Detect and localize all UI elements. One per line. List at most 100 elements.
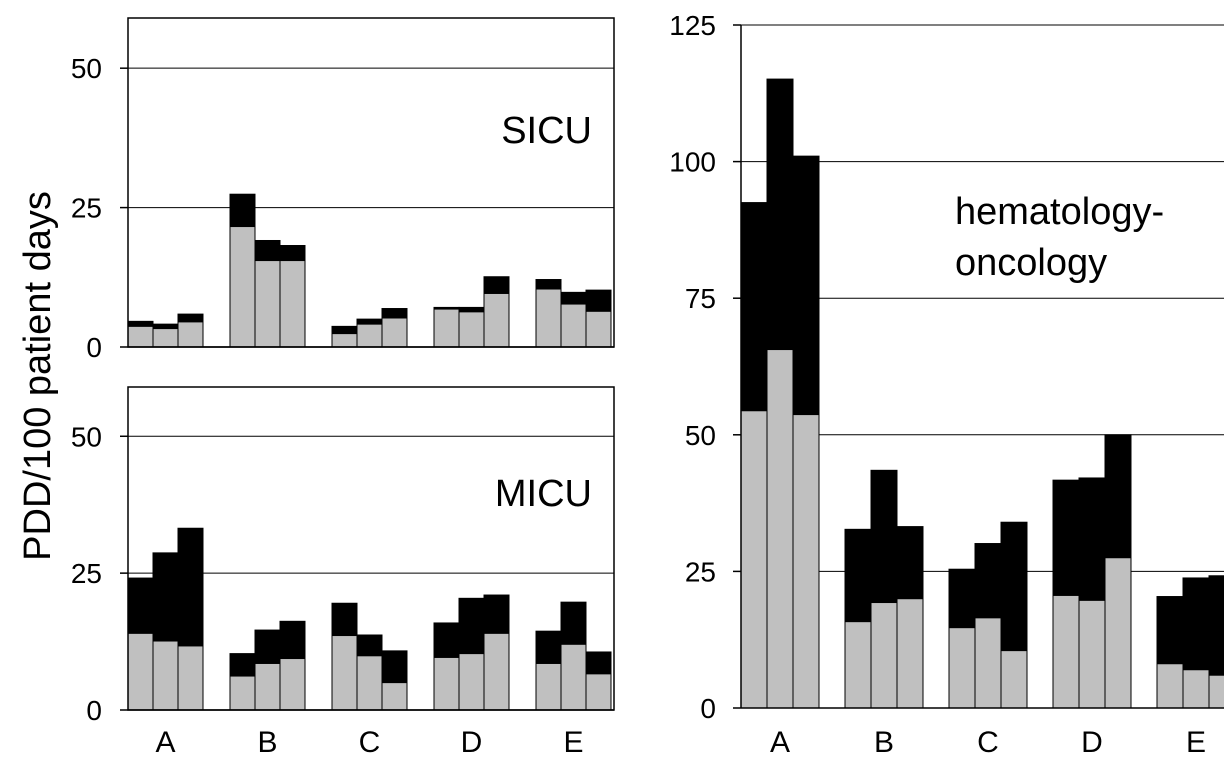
bar-upper-segment (381, 650, 408, 684)
x-category-label: B (257, 726, 277, 759)
panel-label-micu: MICU (495, 473, 592, 515)
bar-upper-segment (127, 320, 154, 327)
bar-lower-segment (1156, 663, 1184, 709)
y-tick-label: 25 (685, 556, 716, 587)
bar-upper-segment (560, 291, 587, 305)
bar-lower-segment (127, 632, 154, 711)
panel-label-hemonc-line1: hematology- (955, 191, 1164, 233)
x-category-label: C (359, 726, 381, 759)
bar-lower-segment (177, 645, 204, 711)
bar-lower-segment (458, 311, 485, 348)
bar-lower-segment (229, 226, 256, 348)
bar-upper-segment (1104, 434, 1132, 559)
bar-upper-segment (433, 622, 460, 658)
bar-upper-segment (458, 306, 485, 313)
bar-upper-segment (254, 239, 281, 262)
bar-lower-segment (974, 617, 1002, 709)
bar-upper-segment (331, 602, 358, 637)
bar-upper-segment (177, 527, 204, 647)
bar-upper-segment (331, 325, 358, 335)
bar-upper-segment (560, 601, 587, 645)
bar-lower-segment (433, 656, 460, 711)
bar-lower-segment (127, 325, 154, 348)
bar-lower-segment (740, 410, 768, 709)
bar-upper-segment (740, 202, 768, 412)
bar-lower-segment (585, 310, 612, 348)
x-category-label: A (770, 726, 790, 759)
bar-upper-segment (356, 318, 383, 325)
bar-lower-segment (331, 635, 358, 711)
bar-lower-segment (1052, 594, 1080, 709)
panel-label-sicu: SICU (501, 110, 592, 152)
bar-upper-segment (766, 78, 794, 351)
bar-upper-segment (1208, 575, 1224, 676)
x-category-label: B (874, 726, 894, 759)
bar-lower-segment (381, 682, 408, 711)
y-tick-label: 25 (71, 193, 102, 224)
panel-hematology-oncology: 0 25 50 75 100 125 A B C D E (669, 10, 1224, 759)
bar-lower-segment (1208, 674, 1224, 709)
y-tick-label: 0 (86, 332, 102, 363)
bar-upper-segment (792, 155, 820, 416)
x-category-label: D (1081, 726, 1103, 759)
bar-upper-segment (483, 594, 510, 634)
bar-lower-segment (1182, 669, 1210, 709)
bar-upper-segment (948, 568, 976, 629)
bar-lower-segment (356, 655, 383, 711)
bar-lower-segment (792, 414, 820, 709)
bar-lower-segment (844, 621, 872, 709)
y-tick-label: 0 (700, 693, 716, 724)
bar-upper-segment (254, 629, 281, 664)
bar-lower-segment (331, 333, 358, 348)
bar-lower-segment (535, 662, 562, 711)
bar-lower-segment (229, 675, 256, 711)
bar-lower-segment (177, 321, 204, 348)
y-axis-label: PDD/100 patient days (17, 191, 59, 561)
bar-lower-segment (483, 632, 510, 711)
bar-upper-segment (535, 630, 562, 664)
x-category-label: E (563, 726, 583, 759)
bar-lower-segment (560, 643, 587, 711)
bar-upper-segment (1182, 577, 1210, 671)
bar-upper-segment (1000, 521, 1028, 652)
bar-lower-segment (433, 308, 460, 348)
x-category-label: D (461, 726, 483, 759)
bar-lower-segment (254, 260, 281, 348)
y-tick-label: 125 (669, 10, 716, 41)
bar-lower-segment (1078, 599, 1106, 709)
bar-upper-segment (1078, 477, 1106, 601)
bar-lower-segment (483, 292, 510, 348)
y-tick-label: 75 (685, 283, 716, 314)
bar-upper-segment (177, 313, 204, 323)
y-tick-label: 0 (86, 695, 102, 726)
bar-lower-segment (356, 323, 383, 348)
bar-upper-segment (229, 193, 256, 228)
bar-lower-segment (1000, 650, 1028, 709)
bar-upper-segment (356, 634, 383, 657)
bar-upper-segment (229, 653, 256, 677)
x-category-label: A (155, 726, 175, 759)
bar-upper-segment (535, 279, 562, 290)
bar-lower-segment (560, 303, 587, 348)
bar-lower-segment (948, 627, 976, 709)
bar-upper-segment (870, 469, 898, 604)
bar-upper-segment (1156, 596, 1184, 665)
bar-lower-segment (766, 349, 794, 709)
panel-label-hemonc-line2: oncology (955, 242, 1107, 284)
bar-upper-segment (381, 308, 408, 319)
bar-upper-segment (152, 552, 179, 642)
bar-upper-segment (844, 528, 872, 623)
y-tick-label: 50 (71, 53, 102, 84)
bar-lower-segment (896, 598, 924, 709)
x-category-label: E (1186, 726, 1206, 759)
bar-lower-segment (254, 662, 281, 711)
bar-upper-segment (127, 577, 154, 634)
bar-upper-segment (585, 651, 612, 675)
bar-upper-segment (279, 245, 306, 262)
bar-lower-segment (279, 260, 306, 348)
bar-upper-segment (1052, 479, 1080, 596)
bar-upper-segment (896, 526, 924, 600)
x-category-label: C (977, 726, 999, 759)
bar-upper-segment (585, 289, 612, 312)
